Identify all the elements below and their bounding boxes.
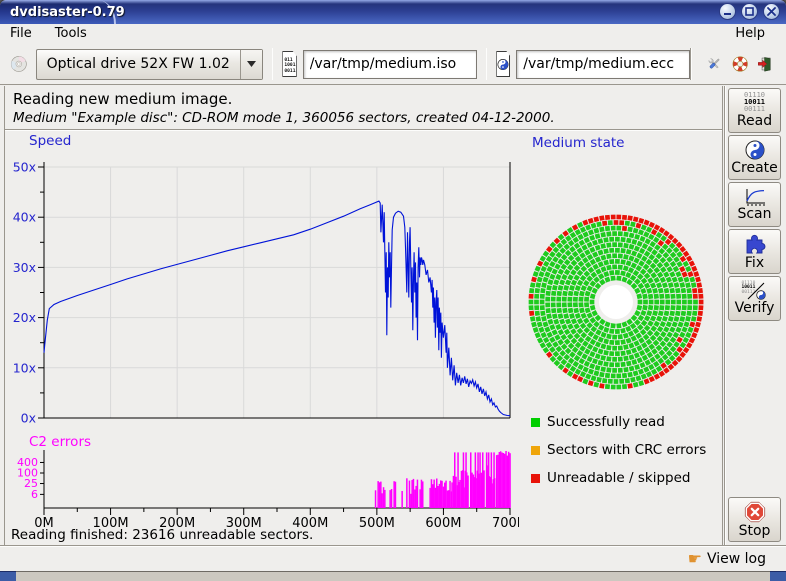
help-lifebelt-icon[interactable] (732, 51, 748, 77)
close-icon (767, 7, 776, 16)
svg-text:100: 100 (17, 467, 38, 480)
ecc-path-input[interactable] (516, 49, 691, 79)
window-border-bottom[interactable] (0, 571, 786, 581)
create-yinyang-icon (745, 140, 764, 159)
scan-chart-icon (745, 188, 765, 205)
window-resize-corner-left[interactable] (0, 571, 16, 581)
scan-button[interactable]: Scan (728, 182, 781, 227)
window-title: dvdisaster-0.79 (10, 4, 125, 20)
svg-text:6: 6 (31, 488, 38, 501)
window-resize-corner-right[interactable] (770, 571, 786, 581)
preferences-icon[interactable] (706, 51, 722, 77)
speed-chart: 0x 10x 20x 30x 40x 50x (13, 160, 511, 426)
legend-swatch-unreadable (531, 473, 540, 483)
toolbar-separator (690, 48, 692, 80)
svg-text:20x: 20x (13, 310, 36, 325)
maximize-icon (745, 7, 754, 16)
dropdown-arrow-icon (239, 49, 262, 79)
titlebar-tab: dvdisaster-0.79 (0, 0, 125, 24)
read-button[interactable]: 01110 10011 00111 Read (728, 88, 781, 133)
menu-help[interactable]: Help (735, 26, 765, 41)
create-button-label: Create (731, 159, 778, 176)
menubar: File Tools Help (0, 24, 786, 44)
view-log-hand-icon: ☛ (687, 549, 702, 568)
svg-text:0x: 0x (21, 411, 36, 426)
medium-state-disc (528, 214, 704, 390)
iso-path-input[interactable] (302, 49, 477, 79)
c2-errors-chart-title: C2 errors (29, 434, 92, 450)
legend-item: Sectors with CRC errors (531, 442, 706, 458)
iso-file-icon: 011 10011 00111 (282, 51, 297, 77)
read-binary-icon: 01110 10011 00111 (743, 91, 766, 113)
legend-label: Sectors with CRC errors (547, 442, 707, 458)
svg-text:300M: 300M (226, 516, 262, 530)
menu-tools[interactable]: Tools (54, 26, 87, 41)
svg-text:50x: 50x (13, 160, 36, 175)
legend-item: Successfully read (531, 414, 706, 430)
svg-text:25: 25 (24, 477, 38, 490)
read-button-label: Read (736, 113, 773, 129)
cd-icon (10, 56, 27, 72)
svg-text:10x: 10x (13, 360, 36, 375)
svg-text:500M: 500M (359, 516, 395, 530)
close-button[interactable] (763, 3, 780, 20)
create-button[interactable]: Create (728, 135, 781, 180)
fix-button[interactable]: Fix (728, 229, 781, 274)
svg-text:0M: 0M (34, 516, 54, 530)
legend-item: Unreadable / skipped (531, 470, 706, 486)
stop-octagon-icon (744, 501, 765, 522)
ecc-file-icon (496, 51, 511, 77)
medium-state-title: Medium state (532, 135, 625, 151)
stop-button[interactable]: Stop (728, 497, 781, 542)
toolbar-separator (271, 48, 274, 80)
footer-bar: ☛ View log (0, 545, 786, 572)
main-panel: Reading new medium image. Medium "Exampl… (4, 86, 723, 545)
medium-info: Medium "Example disc": CD-ROM mode 1, 36… (13, 110, 555, 126)
view-log-label: View log (706, 551, 766, 567)
legend-swatch-successfully-read (531, 417, 540, 427)
speed-chart-title: Speed (29, 133, 72, 149)
drive-select-value: Optical drive 52X FW 1.02 (46, 56, 230, 72)
legend-label: Unreadable / skipped (547, 470, 691, 486)
legend-swatch-crc-errors (531, 445, 540, 455)
svg-text:600M: 600M (425, 516, 461, 530)
svg-text:30x: 30x (13, 260, 36, 275)
medium-state-legend: Successfully read Sectors with CRC error… (531, 414, 706, 486)
svg-text:400: 400 (17, 456, 38, 469)
titlebar[interactable]: dvdisaster-0.79 (0, 0, 786, 24)
message-header: Reading new medium image. Medium "Exampl… (5, 86, 722, 130)
minimize-button[interactable] (719, 3, 736, 20)
ecc-yinyang-icon (497, 58, 509, 70)
svg-text:40x: 40x (13, 210, 36, 225)
verify-button[interactable]: 01110 10011 00111 Verify (728, 276, 781, 321)
svg-text:400M: 400M (292, 516, 328, 530)
status-line: Reading finished: 23616 unreadable secto… (11, 527, 314, 543)
fix-puzzle-icon (746, 234, 765, 254)
scan-button-label: Scan (737, 205, 772, 222)
view-log-button[interactable]: ☛ View log (684, 549, 770, 569)
maximize-button[interactable] (741, 3, 758, 20)
status-title: Reading new medium image. (13, 90, 233, 108)
toolbar-separator (485, 48, 488, 80)
drive-select[interactable]: Optical drive 52X FW 1.02 (35, 48, 263, 80)
svg-text:100M: 100M (93, 516, 129, 530)
stop-button-label: Stop (738, 522, 771, 539)
quit-icon[interactable] (757, 51, 773, 77)
action-sidebar: 01110 10011 00111 Read Create Scan (724, 86, 784, 545)
verify-icon: 01110 10011 00111 (742, 281, 768, 300)
svg-text:200M: 200M (159, 516, 195, 530)
toolbar: Optical drive 52X FW 1.02 011 10011 0011… (0, 44, 786, 85)
minimize-icon (724, 13, 731, 15)
legend-label: Successfully read (547, 414, 665, 430)
verify-button-label: Verify (734, 299, 775, 316)
menu-file[interactable]: File (10, 26, 32, 41)
fix-button-label: Fix (744, 255, 765, 271)
